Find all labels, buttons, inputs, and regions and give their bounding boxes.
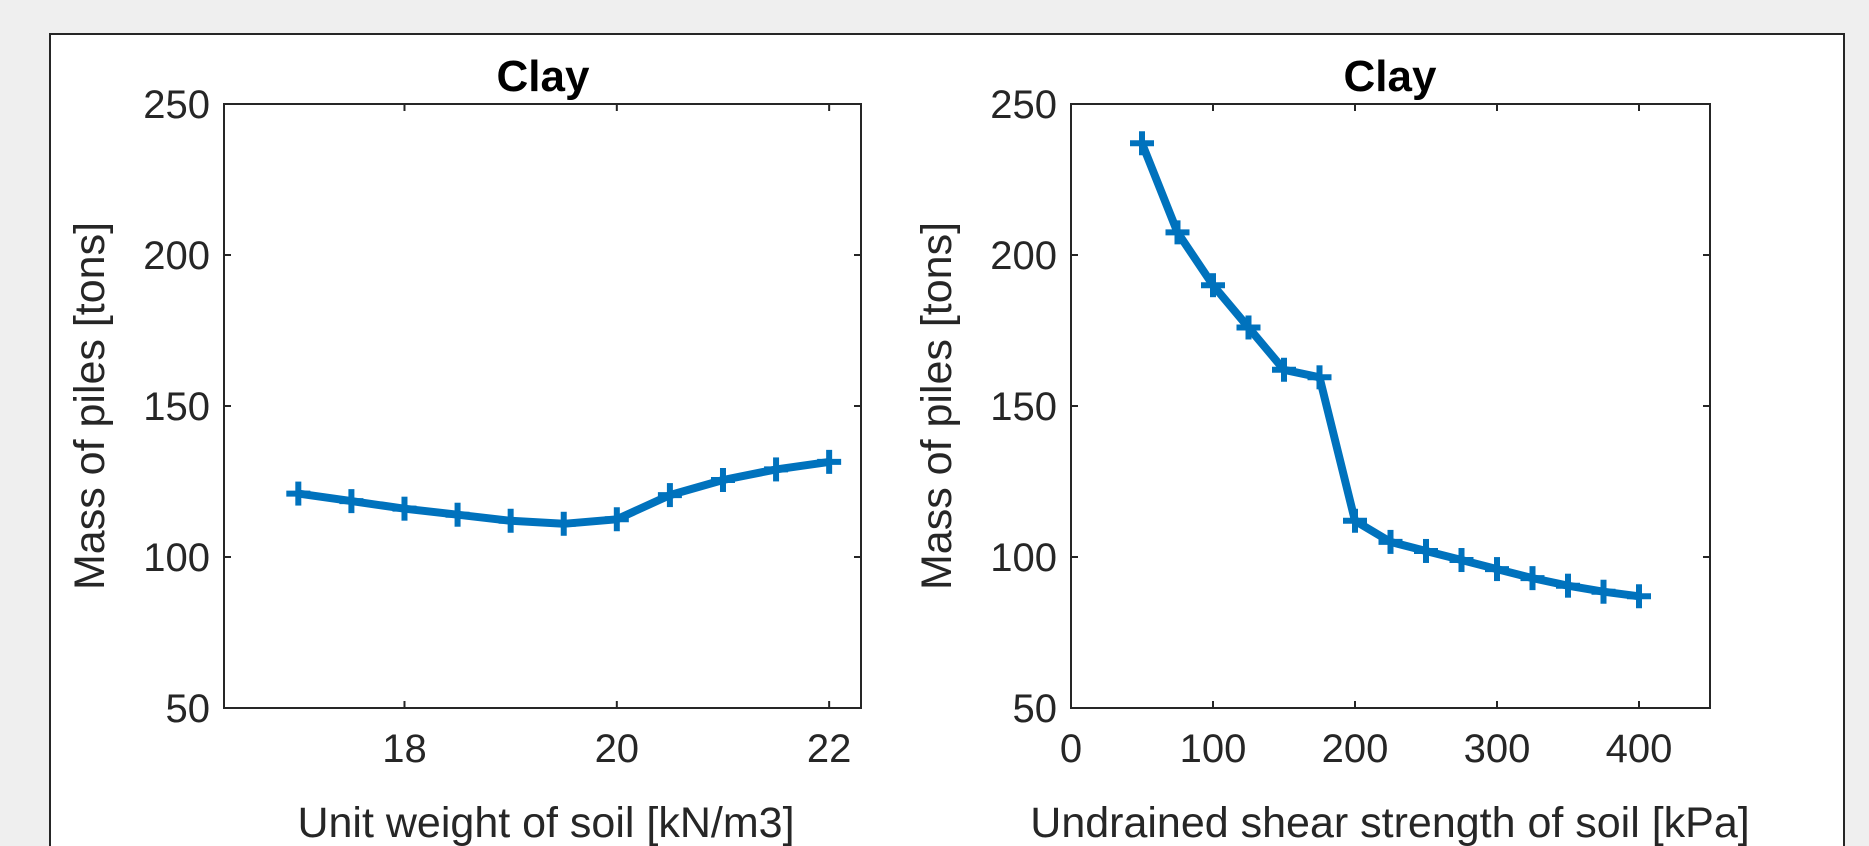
data-point: [445, 502, 470, 527]
data-point: [1378, 529, 1403, 554]
x-tick-label: 18: [382, 727, 427, 771]
axis-ticks-right: 50 100 150 200 250 0 100 200 300 400: [990, 83, 1710, 771]
data-point: [1627, 584, 1651, 609]
data-point: [604, 507, 629, 532]
chart-title-left: Clay: [497, 52, 590, 101]
data-point: [1272, 357, 1296, 382]
chart-panel-right: Clay Mass of piles [tons] Undrained shea…: [913, 52, 1750, 846]
x-tick-label: 200: [1322, 727, 1389, 771]
axis-ticks-left: 50 100 150 200 250 18 20 22: [143, 83, 861, 771]
data-point: [392, 496, 417, 521]
data-point: [339, 489, 364, 514]
figure-frame: [49, 33, 1845, 846]
data-point: [1307, 365, 1332, 390]
y-tick-label: 250: [990, 83, 1057, 127]
y-tick-label: 50: [166, 687, 211, 731]
data-point: [1485, 557, 1509, 582]
y-tick-label: 150: [990, 385, 1057, 429]
chart-panel-left: Clay Mass of piles [tons] Unit weight of…: [66, 52, 862, 846]
data-point: [1201, 273, 1225, 298]
x-axis-label-right: Undrained shear strength of soil [kPa]: [1030, 799, 1749, 846]
x-tick-label: 100: [1180, 727, 1247, 771]
data-point: [817, 449, 842, 474]
y-tick-label: 150: [143, 385, 210, 429]
y-tick-label: 250: [143, 83, 210, 127]
x-tick-label: 22: [807, 727, 852, 771]
data-point: [1130, 131, 1154, 156]
plot-area-right: [1130, 131, 1651, 609]
data-point: [551, 511, 576, 536]
data-point: [1343, 508, 1367, 533]
axes-box-left: [223, 103, 862, 709]
data-point: [498, 508, 523, 533]
x-tick-label: 300: [1464, 727, 1531, 771]
data-point: [1556, 573, 1580, 598]
y-tick-label: 200: [143, 234, 210, 278]
axes-box-right: [1070, 103, 1711, 709]
x-axis-label-left: Unit weight of soil [kN/m3]: [297, 799, 794, 846]
y-tick-label: 200: [990, 234, 1057, 278]
y-tick-label: 50: [1013, 687, 1058, 731]
y-tick-label: 100: [143, 536, 210, 580]
y-axis-label-left: Mass of piles [tons]: [66, 222, 114, 590]
data-point: [657, 483, 682, 508]
y-tick-label: 100: [990, 536, 1057, 580]
data-point: [286, 481, 311, 506]
data-point: [1449, 548, 1474, 573]
data-point: [1591, 579, 1616, 604]
x-tick-label: 400: [1606, 727, 1673, 771]
data-point: [1236, 315, 1261, 340]
plot-area-left: [286, 449, 842, 536]
chart-title-right: Clay: [1344, 52, 1437, 101]
y-axis-label-right: Mass of piles [tons]: [913, 222, 961, 590]
data-point: [710, 467, 735, 492]
data-point: [1520, 566, 1545, 591]
data-point: [764, 457, 789, 482]
x-tick-label: 0: [1060, 727, 1082, 771]
data-point: [1165, 220, 1190, 245]
data-point: [1414, 538, 1438, 563]
x-tick-label: 20: [595, 727, 640, 771]
